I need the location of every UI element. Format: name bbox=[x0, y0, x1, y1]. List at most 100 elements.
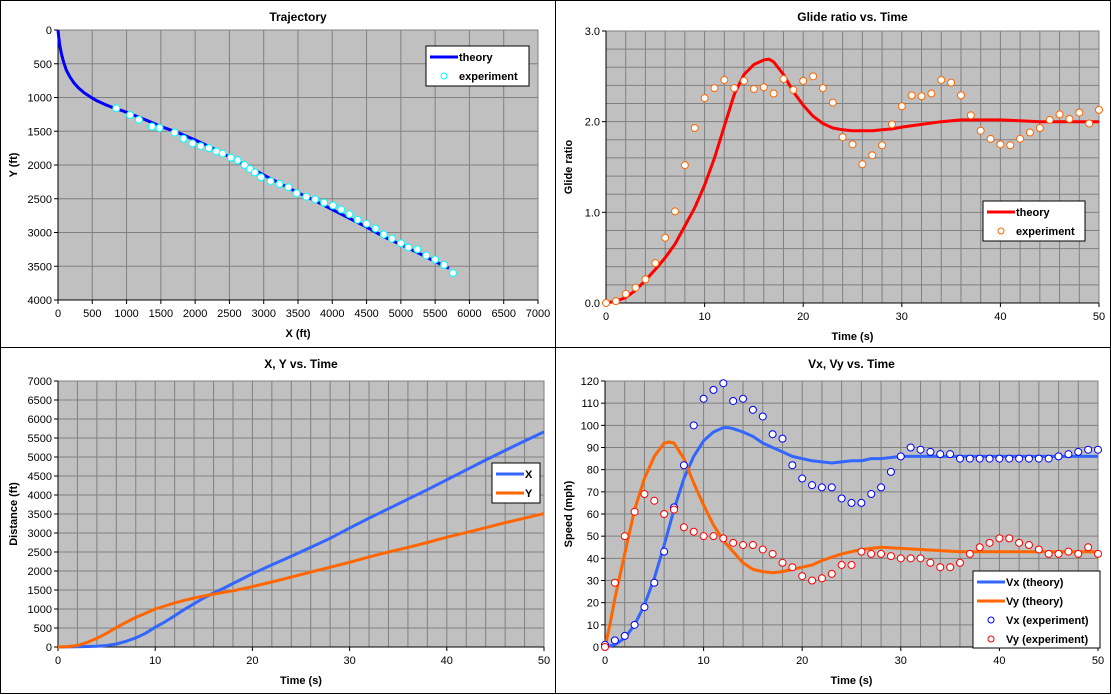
data-point-experiment bbox=[396, 239, 405, 248]
x-tick-label: 30 bbox=[895, 655, 907, 667]
y-tick-label: 4500 bbox=[28, 471, 52, 483]
data-point-vx-experiment bbox=[975, 454, 984, 463]
y-tick-label: 0 bbox=[46, 642, 52, 654]
data-point-vx-experiment bbox=[926, 447, 935, 456]
data-point-vy-experiment bbox=[1074, 549, 1083, 558]
y-tick-label: 2.0 bbox=[585, 117, 600, 129]
data-point-vx-experiment bbox=[877, 483, 886, 492]
data-point-experiment bbox=[1045, 115, 1054, 124]
data-point-experiment bbox=[828, 98, 837, 107]
data-point-vy-experiment bbox=[955, 558, 964, 567]
data-point-experiment bbox=[320, 198, 329, 207]
y-tick-label: 3000 bbox=[28, 528, 52, 540]
y-tick-label: 2500 bbox=[28, 194, 52, 206]
data-point-experiment bbox=[240, 161, 249, 169]
data-point-experiment bbox=[769, 89, 778, 98]
data-point-vx-experiment bbox=[965, 454, 974, 463]
x-tick-label: 0 bbox=[602, 655, 608, 667]
x-tick-label: 5500 bbox=[423, 308, 447, 320]
chart-title: Trajectory bbox=[269, 10, 327, 24]
data-point-experiment bbox=[818, 84, 827, 93]
y-tick-label: 6500 bbox=[28, 395, 52, 407]
x-tick-label: 30 bbox=[343, 655, 355, 667]
data-point-vy-experiment bbox=[808, 576, 817, 585]
data-point-vx-experiment bbox=[719, 379, 728, 388]
data-point-experiment bbox=[1006, 141, 1015, 150]
data-point-experiment bbox=[1085, 119, 1094, 128]
data-point-experiment bbox=[362, 219, 371, 228]
legend-label-vy-experiment: Vy (experiment) bbox=[1006, 634, 1088, 646]
y-tick-label: 80 bbox=[587, 465, 599, 477]
data-point-experiment bbox=[448, 269, 457, 277]
data-point-experiment bbox=[155, 123, 164, 132]
x-tick-label: 0 bbox=[55, 655, 61, 667]
y-tick-label: 4000 bbox=[28, 295, 52, 307]
data-point-vx-experiment bbox=[640, 603, 649, 612]
glide-ratio-chart-svg: Glide ratio vs. Time 0 10 20 30 40 50 0.0 1.0 2.0… bbox=[563, 10, 1105, 343]
data-point-vy-experiment bbox=[601, 643, 609, 651]
data-point-vy-experiment bbox=[975, 543, 984, 552]
data-point-vx-experiment bbox=[1094, 445, 1102, 454]
data-point-vx-experiment bbox=[955, 454, 964, 463]
data-point-experiment bbox=[897, 102, 906, 111]
data-point-vx-experiment bbox=[896, 452, 905, 461]
data-point-experiment bbox=[976, 126, 985, 135]
data-point-vy-experiment bbox=[650, 496, 659, 505]
data-point-vy-experiment bbox=[896, 554, 905, 563]
x-tick-label: 6000 bbox=[457, 308, 481, 320]
data-point-vy-experiment bbox=[985, 538, 994, 547]
y-tick-label: 110 bbox=[581, 398, 599, 410]
data-point-vy-experiment bbox=[748, 541, 757, 550]
data-point-vy-experiment bbox=[630, 507, 639, 516]
series-line-x bbox=[57, 430, 545, 649]
legend-label-vx-experiment: Vx (experiment) bbox=[1006, 615, 1089, 627]
y-tick-label: 3500 bbox=[28, 261, 52, 273]
y-tick-label: 100 bbox=[581, 420, 599, 432]
x-axis-label: X (ft) bbox=[285, 328, 310, 340]
data-point-vx-experiment bbox=[867, 490, 876, 499]
data-point-experiment bbox=[937, 75, 946, 84]
data-point-vy-experiment bbox=[926, 558, 935, 567]
y-tick-label: 1500 bbox=[28, 126, 52, 138]
x-tick-label: 40 bbox=[994, 311, 1006, 323]
vxvy-vs-time-chart: Vx, Vy vs. Time 0 10 20 30 40 50 0 10 20 30 40 50 60 7… bbox=[555, 347, 1111, 694]
data-point-experiment bbox=[887, 120, 896, 129]
y-axis-label: Distance (ft) bbox=[8, 482, 20, 546]
y-axis-label: Y (ft) bbox=[8, 152, 20, 177]
x-tick-label: 4000 bbox=[320, 308, 344, 320]
data-point-experiment bbox=[147, 122, 156, 131]
data-point-experiment bbox=[1016, 134, 1025, 143]
data-point-vy-experiment bbox=[857, 547, 866, 556]
data-point-vx-experiment bbox=[1054, 452, 1063, 461]
data-point-vy-experiment bbox=[778, 558, 787, 567]
data-point-experiment bbox=[413, 245, 422, 254]
plot-area bbox=[606, 31, 1099, 303]
legend-label-vy-theory: Vy (theory) bbox=[1006, 596, 1063, 608]
data-point-experiment bbox=[907, 91, 916, 100]
data-point-vx-experiment bbox=[916, 445, 925, 454]
data-point-vx-experiment bbox=[886, 467, 895, 476]
y-tick-label: 70 bbox=[587, 487, 599, 499]
data-point-experiment bbox=[292, 189, 301, 198]
data-point-experiment bbox=[353, 215, 362, 224]
data-point-vy-experiment bbox=[906, 554, 915, 563]
data-point-vy-experiment bbox=[886, 552, 895, 561]
y-tick-label: 20 bbox=[587, 598, 599, 610]
data-point-vy-experiment bbox=[1034, 545, 1043, 554]
data-point-vy-experiment bbox=[817, 574, 826, 583]
data-point-experiment bbox=[134, 115, 143, 124]
data-point-vx-experiment bbox=[739, 394, 748, 403]
data-point-vy-experiment bbox=[719, 534, 728, 543]
data-point-experiment bbox=[302, 192, 311, 201]
legend-box bbox=[491, 462, 541, 504]
data-point-experiment bbox=[387, 234, 396, 243]
data-point-experiment bbox=[1065, 114, 1074, 123]
y-tick-label: 0.0 bbox=[585, 298, 600, 310]
data-point-experiment bbox=[789, 85, 798, 94]
y-tick-label: 2000 bbox=[28, 566, 52, 578]
data-point-vy-experiment bbox=[916, 554, 925, 563]
vxvy-vs-time-chart-svg: Vx, Vy vs. Time 0 10 20 30 40 50 0 10 20 30 40 50 60 7… bbox=[563, 357, 1104, 687]
y-tick-label: 50 bbox=[587, 531, 599, 543]
x-tick-label: 0 bbox=[603, 311, 609, 323]
legend-swatch-vx-experiment bbox=[987, 616, 995, 624]
